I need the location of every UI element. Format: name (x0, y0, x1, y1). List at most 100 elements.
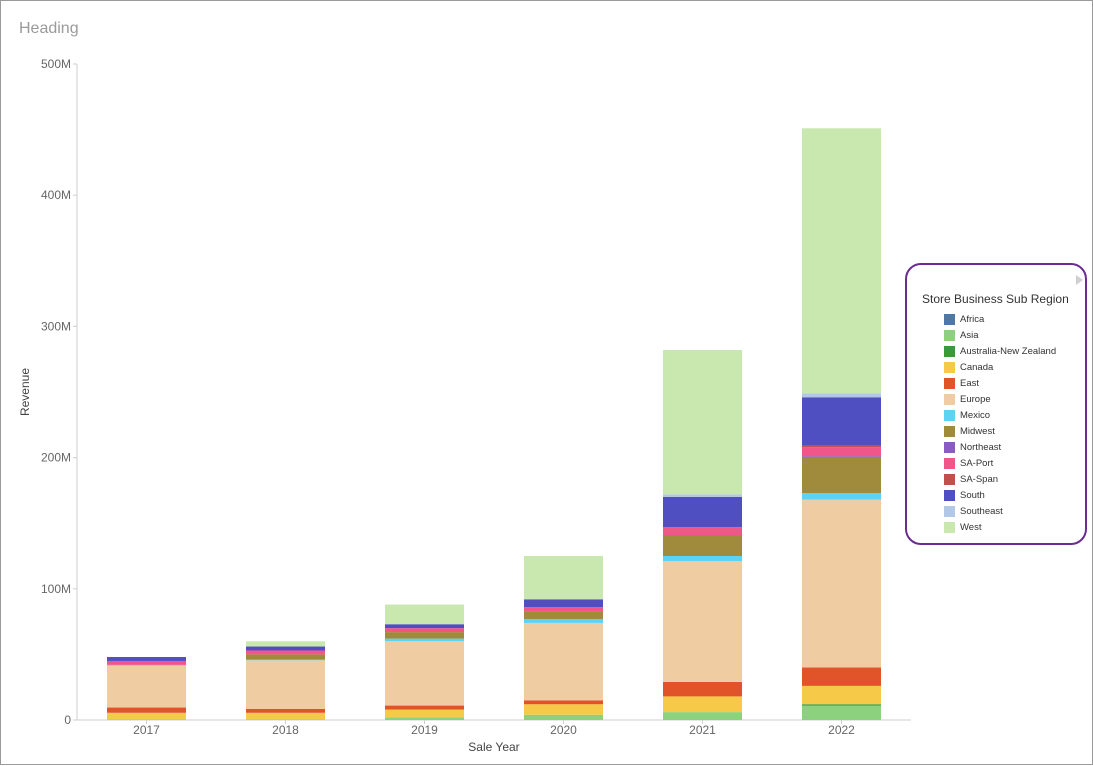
bar-segment[interactable] (663, 494, 742, 497)
bar-segment[interactable] (802, 128, 881, 394)
bar-segment[interactable] (802, 456, 881, 458)
legend-swatch (944, 361, 955, 373)
bar-segment[interactable] (524, 704, 603, 715)
bar-segment[interactable] (107, 664, 186, 666)
bar-segment[interactable] (524, 611, 603, 619)
bar-segment[interactable] (524, 700, 603, 705)
bar-segment[interactable] (802, 704, 881, 706)
x-tick-label: 2020 (550, 723, 577, 737)
bar-segment[interactable] (385, 624, 464, 629)
y-axis-label: Revenue (18, 368, 32, 416)
bar-segment[interactable] (246, 712, 325, 720)
bar-segment[interactable] (385, 632, 464, 639)
bar-segment[interactable] (385, 709, 464, 718)
bar-segment[interactable] (524, 556, 603, 600)
legend-item[interactable]: SA-Span (944, 471, 1056, 487)
bar-segment[interactable] (246, 719, 325, 720)
legend-label: Canada (960, 361, 994, 373)
bar-segment[interactable] (385, 604, 464, 625)
legend-label: Northeast (960, 441, 1002, 453)
bar-segment[interactable] (663, 350, 742, 495)
bar-segment[interactable] (802, 447, 881, 457)
bar-stack-2020[interactable] (524, 556, 603, 720)
legend-item[interactable]: West (944, 519, 1056, 535)
legend-title: Store Business Sub Region (922, 292, 1069, 306)
legend-item[interactable]: Midwest (944, 423, 1056, 439)
bar-segment[interactable] (802, 685, 881, 705)
bar-stack-2021[interactable] (663, 350, 742, 720)
bar-segment[interactable] (107, 660, 186, 665)
bar-segment[interactable] (107, 657, 186, 661)
bar-segment[interactable] (385, 717, 464, 720)
legend-label: Midwest (960, 425, 995, 437)
bar-segment[interactable] (663, 561, 742, 682)
legend-label: SA-Span (960, 473, 999, 485)
bar-stack-2017[interactable] (107, 657, 186, 720)
legend-item[interactable]: Asia (944, 327, 1056, 343)
legend-item[interactable]: Australia-New Zealand (944, 343, 1056, 359)
legend-swatch (944, 393, 955, 405)
bar-stack-2019[interactable] (385, 604, 464, 720)
bar-segment[interactable] (246, 659, 325, 661)
bar-segment[interactable] (246, 646, 325, 651)
legend-swatch (944, 425, 955, 437)
legend-label: Australia-New Zealand (960, 345, 1057, 357)
bar-stack-2018[interactable] (246, 641, 325, 720)
legend-label: Europe (960, 393, 991, 405)
bar-stack-2022[interactable] (802, 128, 881, 720)
bar-segment[interactable] (246, 654, 325, 660)
bar-segment[interactable] (385, 705, 464, 710)
y-tick-label: 300M (41, 319, 71, 333)
bar-segment[interactable] (524, 599, 603, 608)
bar-segment[interactable] (246, 708, 325, 713)
bar-segment[interactable] (524, 607, 603, 612)
legend-list: Africa Asia Australia-New Zealand Canada Eas… (944, 311, 1056, 535)
legend-item[interactable]: Southeast (944, 503, 1056, 519)
legend-item[interactable]: South (944, 487, 1056, 503)
bar-segment[interactable] (802, 457, 881, 494)
bar-segment[interactable] (663, 527, 742, 536)
legend-swatch (944, 345, 955, 357)
bar-segment[interactable] (802, 499, 881, 668)
bar-segment[interactable] (385, 628, 464, 633)
bar-segment[interactable] (107, 665, 186, 708)
legend-item[interactable]: Mexico (944, 407, 1056, 423)
legend-item[interactable]: Africa (944, 311, 1056, 327)
y-tick-label: 500M (41, 57, 71, 71)
legend-item[interactable]: Northeast (944, 439, 1056, 455)
bar-segment[interactable] (663, 712, 742, 720)
bar-segment[interactable] (663, 681, 742, 697)
bar-segment[interactable] (802, 445, 881, 448)
bar-segment[interactable] (107, 712, 186, 720)
bar-segment[interactable] (246, 660, 325, 709)
y-tick-label: 100M (41, 582, 71, 596)
bar-segment[interactable] (802, 705, 881, 720)
bar-segment[interactable] (524, 622, 603, 701)
bar-segment[interactable] (663, 556, 742, 562)
legend-item[interactable]: SA-Port (944, 455, 1056, 471)
legend-item[interactable]: Canada (944, 359, 1056, 375)
bar-segment[interactable] (802, 493, 881, 500)
bar-segment[interactable] (107, 719, 186, 720)
legend[interactable]: Store Business Sub Region Africa Asia Aust… (905, 263, 1087, 545)
bar-segment[interactable] (663, 496, 742, 528)
bar-segment[interactable] (107, 707, 186, 713)
bar-segment[interactable] (663, 535, 742, 556)
bar-segment[interactable] (802, 397, 881, 446)
bar-segment[interactable] (385, 641, 464, 706)
bar-segment[interactable] (524, 714, 603, 720)
bar-segment[interactable] (524, 618, 603, 623)
legend-item[interactable]: East (944, 375, 1056, 391)
bar-segment[interactable] (802, 393, 881, 398)
legend-scroll-arrow-icon[interactable] (1076, 275, 1083, 285)
bar-segment[interactable] (246, 650, 325, 655)
legend-item[interactable]: Europe (944, 391, 1056, 407)
bar-segment[interactable] (802, 667, 881, 686)
bar-segment[interactable] (385, 638, 464, 642)
bar-segment[interactable] (663, 696, 742, 713)
legend-label: Africa (960, 313, 985, 325)
legend-swatch (944, 473, 955, 485)
bar-segment[interactable] (246, 641, 325, 647)
